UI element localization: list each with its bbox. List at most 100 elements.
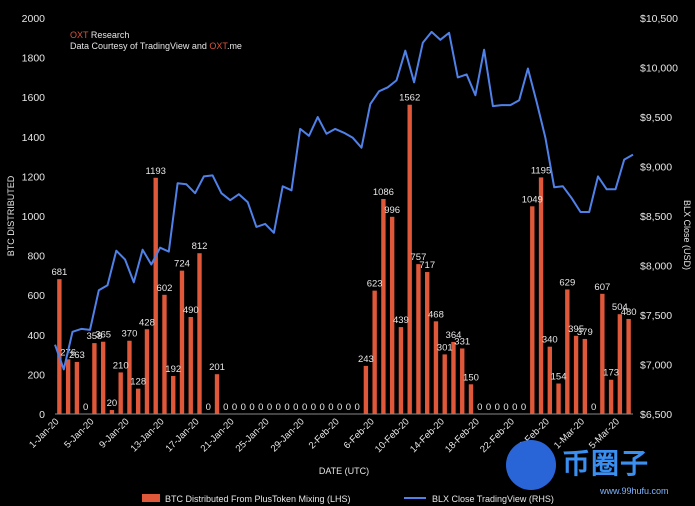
bar-value-label: 0 [267,402,272,413]
credit-rest-1: Research [88,30,130,40]
bar-value-label: 364 [446,330,462,341]
x-tick-label: 6-Feb-20 [342,416,377,451]
y-axis-label-right: BLX Close (USD) [682,200,692,270]
credit-line-1: OXT Research [70,30,129,40]
bar-value-label: 210 [113,360,129,371]
bar [153,177,158,414]
bar [433,321,439,414]
bar-value-label: 1049 [522,194,543,205]
bar [65,359,71,414]
bar-value-label: 0 [232,402,237,413]
bar-value-label: 1195 [531,165,551,176]
bar-value-label: 243 [358,354,374,365]
legend-line-label: BLX Close TradingView (RHS) [432,494,554,504]
bar [179,270,185,414]
bar-value-label: 757 [411,252,427,263]
x-tick-label: 29-Jan-20 [269,416,307,454]
bar-value-label: 154 [551,372,567,383]
bar-value-label: 0 [503,402,508,413]
x-tick-label: 9-Jan-20 [97,416,131,450]
x-tick-label: 5-Jan-20 [62,416,96,450]
watermark-logo-icon [506,440,556,490]
bar-value-label: 379 [577,327,593,338]
y-tick-right: $9,000 [640,162,672,174]
bar-value-label: 0 [521,402,526,413]
bar [538,177,544,414]
bar-value-label: 0 [293,402,298,413]
blx-close-line [54,30,634,371]
y-tick-right: $8,000 [640,261,672,273]
bar [162,294,167,414]
bar-value-label: 128 [130,377,146,388]
bar-value-label: 0 [276,402,281,413]
bar-value-label: 173 [603,368,619,379]
bar-value-label: 395 [568,324,584,335]
bar [197,253,202,414]
bar [398,327,404,414]
bar-value-label: 0 [337,402,342,413]
watermark-url: www.99hufu.com [600,486,669,496]
bar-value-label: 681 [51,267,67,278]
bar-value-label: 0 [241,402,246,413]
credit-brand-1: OXT [70,30,89,40]
bar [460,348,465,414]
bar [608,379,614,414]
x-tick-label: 10-Feb-20 [373,416,412,455]
bar [136,388,141,414]
bar [530,206,535,414]
bar [171,375,176,414]
bar-value-label: 201 [209,362,225,373]
y-tick-left: 1000 [22,211,46,223]
credit-brand-2: OXT [209,41,227,51]
y-tick-left: 2000 [22,13,46,25]
y-tick-right: $10,500 [640,13,678,25]
bar-value-label: 0 [302,402,307,413]
bar-value-label: 480 [621,307,637,318]
bar-value-label: 0 [477,402,482,413]
bar-value-label: 0 [319,402,324,413]
y-tick-left: 800 [27,251,45,263]
bar-value-label: 365 [95,330,111,341]
bar-value-label: 0 [495,402,500,413]
y-tick-right: $10,000 [640,63,678,75]
bar-value-label: 623 [367,279,383,290]
bar-value-label: 1562 [399,93,420,104]
y-tick-right: $7,500 [640,310,672,322]
bar-value-label: 0 [284,402,289,413]
x-axis-label: DATE (UTC) [319,466,369,476]
bar [74,361,80,414]
bar-value-label: 996 [384,205,400,216]
bar [144,329,150,414]
bar [109,410,115,414]
x-tick-label: 1-Jan-20 [27,416,61,450]
bar-value-label: 468 [428,309,444,320]
bar [626,318,631,414]
bar-value-label: 504 [612,302,628,313]
bar-value-label: 439 [393,315,409,326]
bar-value-label: 340 [542,335,558,346]
bar [416,264,421,414]
y-tick-left: 1200 [22,171,46,183]
y-tick-left: 600 [27,290,45,302]
bar-value-label: 0 [206,402,211,413]
bar [600,293,605,414]
bar-value-label: 0 [512,402,517,413]
x-tick-label: 2-Feb-20 [307,416,342,451]
bar-value-label: 0 [328,402,333,413]
bar-value-label: 0 [223,402,228,413]
y-tick-right: $8,500 [640,211,672,223]
bar [188,316,193,414]
bar [468,384,474,414]
bar [363,365,369,414]
bar [381,198,386,414]
bar-value-label: 0 [354,402,359,413]
credit-suffix-2: .me [226,41,242,51]
y-tick-left: 1600 [22,92,46,104]
bar-value-label: 1193 [145,166,165,177]
y-tick-right: $6,500 [640,409,672,421]
bar [582,338,588,414]
bar-value-label: 490 [183,305,199,316]
bar [118,372,123,414]
